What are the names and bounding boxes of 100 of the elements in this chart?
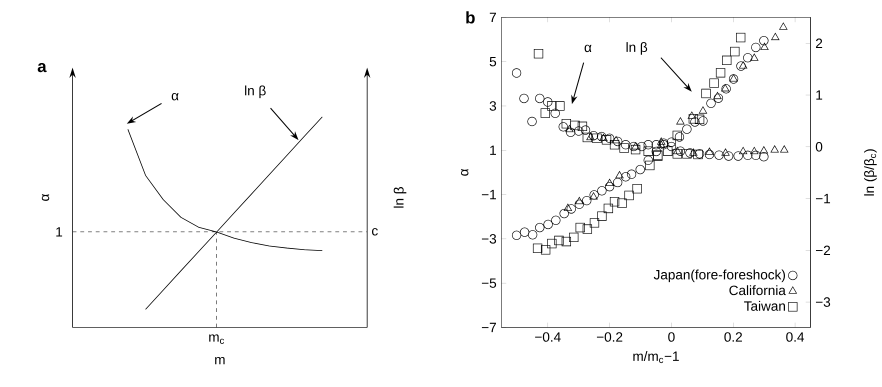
point — [701, 88, 711, 98]
point — [570, 120, 580, 130]
point — [519, 94, 529, 103]
point — [730, 46, 740, 56]
point — [751, 42, 760, 52]
point — [674, 132, 684, 142]
point — [612, 136, 620, 144]
point — [722, 56, 732, 65]
point — [663, 146, 672, 156]
point — [688, 111, 696, 119]
point — [780, 145, 788, 152]
point — [606, 178, 614, 186]
point — [736, 61, 746, 71]
legend-label: California — [729, 285, 786, 295]
y2-tick-label: −3 — [816, 297, 830, 307]
point — [743, 150, 752, 160]
point — [760, 146, 768, 154]
point — [588, 130, 598, 140]
point — [771, 32, 780, 40]
point — [676, 146, 686, 156]
chart-title: b — [466, 11, 475, 24]
point — [576, 222, 585, 232]
y2-tick-label: 0 — [816, 142, 822, 152]
point — [512, 230, 522, 240]
point — [698, 106, 708, 114]
point — [586, 132, 595, 140]
point — [621, 140, 630, 150]
point — [512, 68, 522, 78]
point — [706, 98, 716, 108]
point — [652, 146, 661, 156]
point — [612, 136, 622, 146]
point — [624, 190, 634, 200]
point — [582, 132, 592, 142]
y-tick-label: −7 — [482, 322, 496, 332]
point — [714, 93, 724, 103]
point — [562, 236, 572, 246]
point — [666, 137, 676, 147]
y-tick-label: 7 — [490, 12, 496, 22]
point — [604, 133, 614, 143]
point — [562, 118, 572, 128]
text: α — [172, 92, 179, 100]
y-tick-label: −1 — [482, 190, 496, 200]
text: 1 — [56, 227, 62, 236]
point — [631, 142, 640, 150]
point — [564, 204, 572, 211]
point — [554, 236, 564, 245]
y2-tick-label: 2 — [816, 38, 822, 48]
point — [676, 117, 684, 124]
point — [629, 142, 638, 152]
point — [547, 238, 556, 248]
point — [604, 204, 614, 213]
x-tick-label: 0 — [668, 332, 675, 342]
point — [543, 97, 552, 107]
point — [602, 135, 612, 144]
chart-title: a — [38, 62, 47, 72]
legend-label: Japan(fore-foreshock) — [654, 269, 785, 282]
point — [632, 184, 642, 194]
point — [760, 42, 769, 50]
y2-tick-label: −2 — [816, 245, 830, 255]
point — [637, 142, 646, 152]
point — [657, 137, 666, 144]
point — [535, 222, 544, 232]
point — [779, 22, 788, 30]
point — [559, 208, 569, 218]
point — [550, 108, 560, 118]
y-tick-label: −5 — [482, 278, 496, 288]
point — [770, 145, 779, 152]
point — [690, 117, 700, 126]
point — [652, 140, 661, 150]
point — [630, 144, 640, 154]
text: c — [372, 228, 378, 236]
point — [551, 215, 561, 225]
point — [704, 150, 714, 159]
y-tick-label: 3 — [490, 101, 496, 111]
point — [615, 170, 624, 178]
point — [574, 126, 584, 136]
point — [569, 232, 578, 242]
point — [582, 224, 592, 234]
point — [672, 130, 682, 140]
x-tick-label: −0.2 — [596, 332, 622, 342]
legend-label: Taiwan — [744, 300, 785, 311]
point — [689, 148, 698, 156]
point — [694, 114, 704, 124]
annotation: ln β — [626, 42, 648, 55]
point — [724, 151, 734, 161]
point — [540, 108, 550, 118]
point — [574, 199, 584, 209]
point — [580, 125, 590, 135]
point — [610, 140, 620, 150]
point — [534, 48, 544, 58]
point — [728, 74, 738, 84]
point — [578, 122, 588, 131]
y-tick-label: 1 — [490, 145, 496, 155]
point — [610, 196, 620, 206]
point — [599, 134, 608, 141]
text: m$_{c}$ — [209, 334, 224, 344]
point — [682, 148, 692, 158]
point — [566, 204, 576, 214]
point — [535, 94, 544, 103]
point — [575, 196, 584, 204]
